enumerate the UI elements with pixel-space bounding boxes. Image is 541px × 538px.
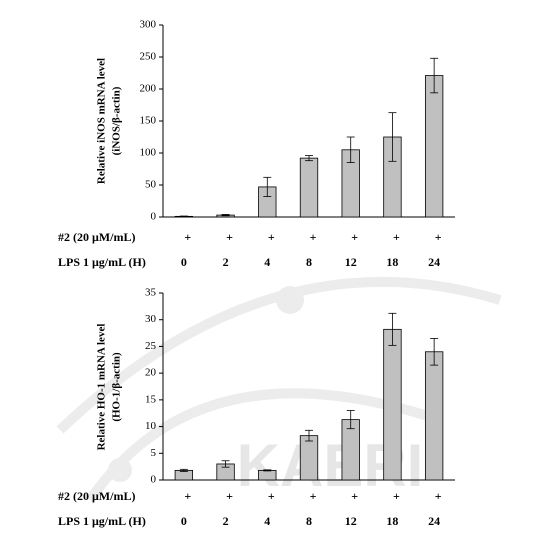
x-tick-label: 12 [345,514,357,528]
x-tick-label: 4 [264,514,270,528]
y-tick-label: 15 [145,393,157,405]
x-tick-label: 12 [345,255,357,269]
y-tick-label: 35 [145,287,157,299]
chart: 0 50 100 150 200 250 300 Relative iNOS mRNA lev… [58,19,455,269]
x-tick-label: 8 [306,514,312,528]
error-bar [179,468,188,472]
pretreatment-mark: + [184,489,191,503]
orb [276,286,304,314]
pretreatment-mark: + [268,489,275,503]
y-tick-label: 100 [140,147,157,159]
x-axis-label: LPS 1 μg/mL (H) [58,255,146,269]
pretreatment-mark: + [435,489,442,503]
error-bar [388,312,397,346]
bar [383,328,402,481]
x-tick-label: 18 [386,255,398,269]
y-axis-label: (HO-1/β-actin) [111,352,123,422]
error-bar [221,214,230,217]
y-tick-label: 0 [151,474,157,486]
pretreatment-mark: + [268,230,275,244]
bar [299,157,319,218]
y-tick-label: 250 [140,51,157,63]
y-tick-label: 5 [151,447,157,459]
error-bar [263,469,272,472]
x-tick-label: 0 [181,514,187,528]
x-tick-label: 0 [181,255,187,269]
pretreatment-mark: + [393,489,400,503]
error-bar [221,460,230,468]
pretreatment-label: #2 (20 μM/mL) [58,489,135,503]
x-tick-label: 2 [223,514,229,528]
pretreatment-mark: + [226,230,233,244]
pretreatment-mark: + [184,230,191,244]
y-tick-label: 150 [140,115,157,127]
x-axis-label: LPS 1 μg/mL (H) [58,514,146,528]
y-tick-label: 50 [145,179,157,191]
error-bar [305,155,313,162]
error-bar [430,57,439,94]
x-tick-label: 2 [223,255,229,269]
orb [108,458,132,482]
y-tick-label: 25 [145,340,157,352]
error-bar [305,429,313,442]
y-tick-label: 20 [145,367,157,379]
error-bar [388,112,397,162]
y-tick-label: 300 [140,19,157,31]
error-bar [263,176,272,197]
x-tick-label: 8 [306,255,312,269]
error-bar [346,136,355,164]
x-tick-label: 4 [264,255,270,269]
bar [424,75,444,218]
pretreatment-mark: + [393,230,400,244]
pretreatment-mark: + [310,489,317,503]
pretreatment-mark: + [310,230,317,244]
orbit [56,276,502,434]
x-tick-label: 18 [386,514,398,528]
pretreatment-mark: + [226,489,233,503]
watermark-decor [56,276,502,503]
y-axis-label: Relative iNOS mRNA level [96,58,108,184]
error-bar [430,338,439,366]
bar [299,435,319,481]
y-tick-label: 200 [140,83,157,95]
y-tick-label: 10 [145,420,157,432]
x-tick-label: 24 [428,514,440,528]
error-bar [346,410,355,430]
y-axis-label: Relative HO-1 mRNA level [96,324,108,451]
y-tick-label: 0 [151,211,157,223]
pretreatment-mark: + [351,230,358,244]
pretreatment-mark: + [351,489,358,503]
bar [424,351,444,481]
bar [258,469,277,481]
error-bar [179,215,188,218]
y-tick-label: 30 [145,313,157,325]
pretreatment-label: #2 (20 μM/mL) [58,230,135,244]
x-tick-label: 24 [428,255,440,269]
pretreatment-mark: + [435,230,442,244]
y-axis-label: (iNOS/β-actin) [111,86,123,155]
